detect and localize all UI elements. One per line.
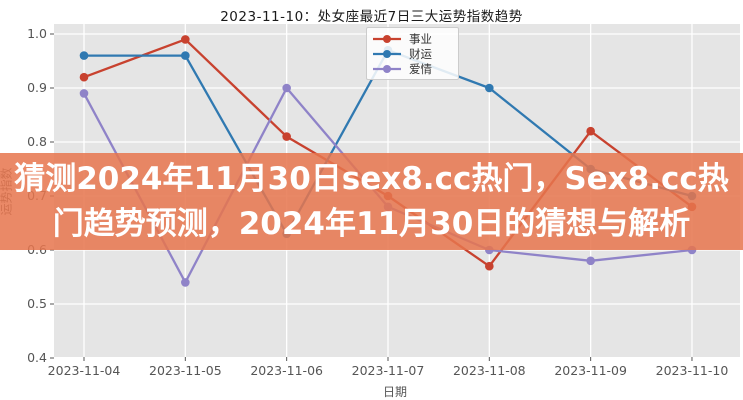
y-tick-label: 0.4 — [27, 350, 47, 365]
data-point — [181, 51, 190, 60]
data-point — [282, 83, 291, 93]
x-tick-label: 2023-11-04 — [47, 363, 121, 378]
legend-marker-icon — [373, 64, 401, 73]
legend-item-爱情: 爱情 — [372, 61, 452, 76]
legend-item-财运: 财运 — [372, 46, 452, 61]
legend-label: 事业 — [409, 31, 432, 46]
data-point — [485, 261, 494, 271]
chart-legend: 事业 财运 爱情 — [366, 27, 459, 80]
promo-overlay-banner: 猜测2024年11月30日sex8.cc热门，Sex8.cc热 门趋势预测，20… — [0, 153, 743, 250]
x-tick-label: 2023-11-05 — [149, 363, 222, 378]
banner-text-line-1: 猜测2024年11月30日sex8.cc热门，Sex8.cc热 — [14, 160, 729, 197]
y-tick-label: 0.5 — [27, 296, 47, 311]
data-point — [181, 278, 190, 287]
data-point — [181, 35, 190, 44]
legend-marker-icon — [373, 49, 401, 58]
legend-label: 爱情 — [409, 61, 432, 76]
y-tick-label: 0.9 — [27, 80, 47, 95]
x-tick-label: 2023-11-10 — [655, 363, 729, 378]
x-tick-label: 2023-11-07 — [351, 363, 425, 378]
data-point — [586, 256, 595, 266]
chart-title: 2023-11-10：处女座最近7日三大运势指数趋势 — [220, 9, 523, 25]
y-tick-label: 1.0 — [27, 26, 47, 41]
legend-label: 财运 — [409, 46, 432, 61]
data-point — [79, 89, 89, 98]
data-point — [485, 83, 494, 93]
x-tick-label: 2023-11-08 — [452, 363, 526, 378]
x-tick-label: 2023-11-09 — [554, 363, 627, 378]
data-point — [79, 72, 89, 82]
banner-text-line-2: 门趋势预测，2024年11月30日的猜想与解析 — [52, 205, 691, 242]
data-point — [79, 51, 89, 60]
y-tick-label: 0.8 — [27, 134, 47, 149]
data-point — [282, 132, 291, 141]
x-axis-label: 日期 — [382, 385, 407, 399]
x-tick-label: 2023-11-06 — [250, 363, 323, 378]
legend-marker-icon — [373, 34, 401, 43]
data-point — [586, 126, 595, 136]
legend-item-事业: 事业 — [372, 31, 452, 46]
